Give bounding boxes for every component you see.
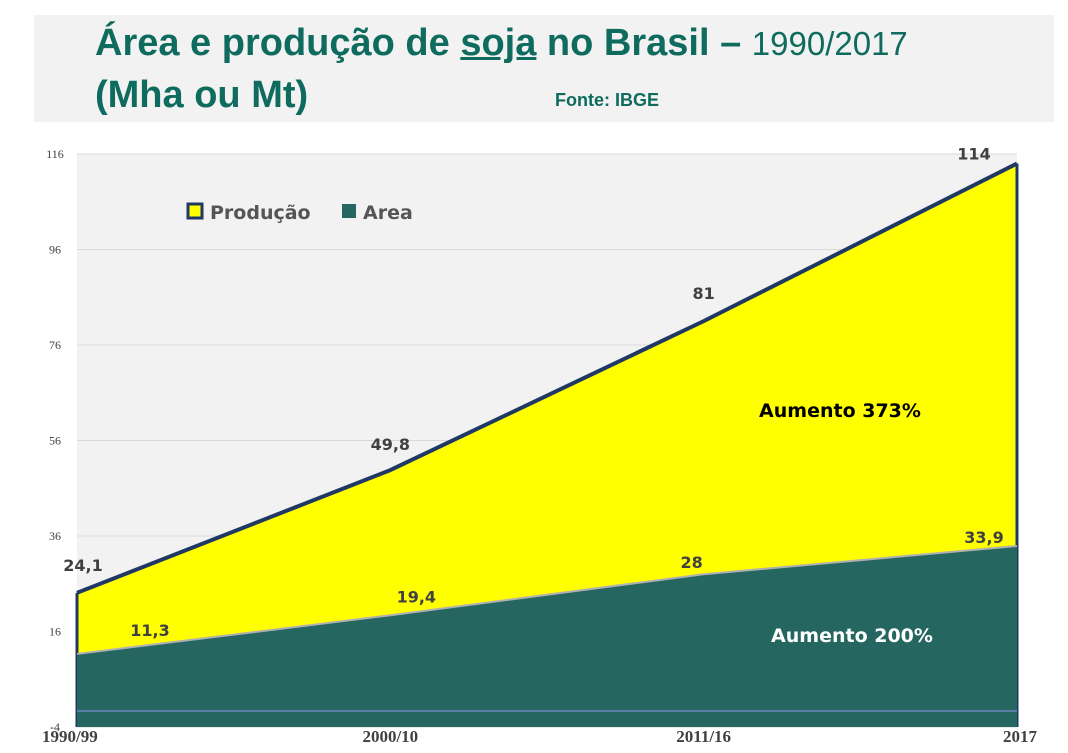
legend-swatch-area [342,204,356,218]
annotation-increase: Aumento 200% [771,625,933,647]
y-tick-label: 116 [46,147,64,161]
data-labels: 24,1 49,8 81 114 11,3 19,4 28 33,9 [63,145,1003,640]
x-tick-label: 1990/99 [42,727,98,746]
data-label-producao: 49,8 [371,435,410,454]
legend: Produção Area [186,202,413,224]
x-tick-label: 2017 [1003,727,1038,746]
series-line-area [76,545,1018,655]
source-note: Fonte: IBGE [555,90,659,110]
data-label-area: 19,4 [397,587,436,606]
x-axis-ticks: 1990/99 2000/10 2011/16 2017 [42,727,1038,746]
data-label-area: 28 [681,553,703,572]
chart-title-units: (Mha ou Mt) [95,74,309,116]
y-tick-label: 96 [49,243,61,257]
legend-label-area: Area [363,202,413,224]
annotations: Aumento 373% Aumento 200% [759,400,933,647]
title-band [34,15,1054,122]
title-part-1: Área e produção de [95,22,461,64]
series-area-area [77,546,1017,727]
y-tick-label: -4 [50,720,60,734]
x-tick-label: 2000/10 [362,727,418,746]
data-label-area: 11,3 [130,621,169,640]
data-label-producao: 81 [693,284,715,303]
y-tick-label: 76 [49,338,61,352]
annotation-increase: Aumento 373% [759,400,921,422]
data-label-area: 33,9 [964,528,1003,547]
y-axis-ticks: 116 96 76 56 36 16 -4 [46,147,64,734]
chart-title: Área e produção de soja no Brasil – 1990… [95,22,908,65]
legend-label-producao: Produção [210,202,311,224]
series-line-producao [76,161,1018,595]
title-underlined-word: soja [460,22,537,64]
y-tick-label: 36 [49,529,61,543]
title-part-2: no Brasil – [536,22,752,64]
y-tick-label: 16 [49,625,61,639]
data-label-producao: 114 [957,145,990,164]
x-tick-label: 2011/16 [676,727,731,746]
title-years: 1990/2017 [751,25,908,62]
series-areas [75,161,1019,728]
data-label-producao: 24,1 [63,556,102,575]
legend-swatch-producao [186,202,204,220]
y-tick-label: 56 [49,434,61,448]
